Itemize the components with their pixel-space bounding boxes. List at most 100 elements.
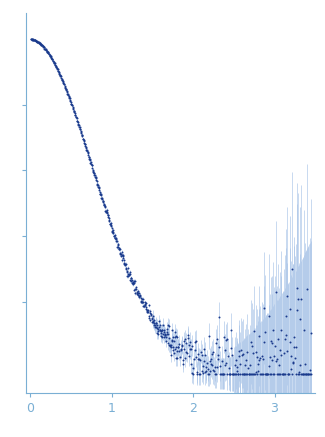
- Point: [121, 261, 126, 268]
- Point: [264, 370, 269, 377]
- Point: [124, 268, 130, 275]
- Point: [155, 330, 160, 337]
- Point: [143, 300, 148, 307]
- Point: [89, 161, 94, 168]
- Point: [207, 358, 212, 365]
- Point: [136, 290, 142, 297]
- Point: [233, 370, 238, 377]
- Point: [42, 45, 47, 52]
- Point: [166, 330, 171, 337]
- Point: [153, 319, 158, 326]
- Point: [99, 194, 104, 201]
- Point: [286, 370, 291, 377]
- Point: [240, 370, 245, 377]
- Point: [254, 370, 260, 377]
- Point: [100, 198, 105, 205]
- Point: [278, 347, 283, 354]
- Point: [45, 48, 50, 55]
- Point: [80, 132, 85, 139]
- Point: [175, 348, 180, 355]
- Point: [252, 370, 257, 377]
- Point: [76, 122, 81, 129]
- Point: [53, 61, 58, 68]
- Point: [249, 370, 254, 377]
- Point: [141, 302, 147, 309]
- Point: [122, 257, 127, 264]
- Point: [122, 260, 127, 267]
- Point: [165, 340, 171, 347]
- Point: [298, 316, 303, 323]
- Point: [272, 370, 277, 377]
- Point: [187, 342, 192, 349]
- Point: [83, 143, 88, 150]
- Point: [32, 37, 37, 44]
- Point: [132, 286, 137, 293]
- Point: [250, 343, 255, 350]
- Point: [230, 351, 235, 358]
- Point: [84, 148, 90, 155]
- Point: [299, 296, 304, 303]
- Point: [303, 370, 308, 377]
- Point: [55, 68, 60, 75]
- Point: [133, 290, 138, 297]
- Point: [164, 331, 169, 338]
- Point: [102, 202, 107, 209]
- Point: [271, 327, 276, 334]
- Point: [209, 360, 214, 367]
- Point: [263, 370, 268, 377]
- Point: [168, 341, 174, 348]
- Point: [152, 317, 157, 324]
- Point: [109, 220, 114, 227]
- Point: [93, 176, 98, 183]
- Point: [34, 38, 39, 45]
- Point: [178, 347, 183, 354]
- Point: [195, 355, 201, 362]
- Point: [216, 355, 221, 362]
- Point: [45, 49, 50, 56]
- Point: [65, 91, 71, 98]
- Point: [206, 333, 212, 340]
- Point: [217, 343, 222, 350]
- Point: [45, 49, 50, 55]
- Point: [218, 370, 223, 377]
- Point: [145, 309, 150, 316]
- Point: [270, 370, 276, 377]
- Point: [178, 345, 184, 352]
- Point: [32, 37, 37, 44]
- Point: [203, 364, 209, 371]
- Point: [52, 59, 57, 66]
- Point: [302, 326, 307, 333]
- Point: [197, 370, 202, 377]
- Point: [158, 326, 163, 333]
- Point: [146, 307, 151, 314]
- Point: [224, 360, 229, 367]
- Point: [140, 302, 146, 309]
- Point: [273, 289, 278, 296]
- Point: [286, 370, 292, 377]
- Point: [54, 64, 59, 71]
- Point: [307, 366, 313, 373]
- Point: [191, 356, 197, 363]
- Point: [116, 245, 122, 252]
- Point: [168, 351, 173, 358]
- Point: [148, 307, 153, 314]
- Point: [174, 334, 179, 341]
- Point: [48, 53, 53, 60]
- Point: [51, 59, 57, 66]
- Point: [137, 291, 142, 298]
- Point: [124, 272, 129, 279]
- Point: [301, 370, 306, 377]
- Point: [183, 336, 188, 343]
- Point: [149, 311, 154, 318]
- Point: [304, 285, 309, 292]
- Point: [85, 150, 90, 157]
- Point: [143, 305, 149, 312]
- Point: [128, 271, 133, 277]
- Point: [131, 280, 136, 287]
- Point: [136, 290, 141, 297]
- Point: [104, 207, 109, 214]
- Point: [214, 340, 219, 347]
- Point: [134, 288, 139, 295]
- Point: [161, 327, 166, 334]
- Point: [293, 344, 299, 351]
